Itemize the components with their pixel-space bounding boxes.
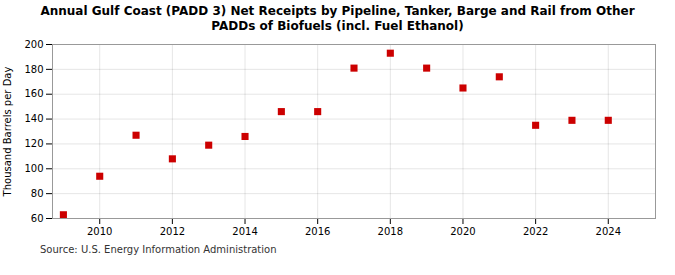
svg-text:200: 200	[24, 39, 43, 50]
svg-text:120: 120	[24, 138, 43, 149]
svg-text:2010: 2010	[87, 226, 112, 237]
svg-text:140: 140	[24, 113, 43, 124]
svg-text:2016: 2016	[305, 226, 330, 237]
html-text:Source: U.S. Energy Informatio: Source: U.S. Energy Information Administ…	[40, 244, 277, 255]
svg-text:2018: 2018	[378, 226, 403, 237]
svg-text:Thousand Barrels per Day: Thousand Barrels per Day	[2, 67, 13, 198]
html-text:Annual Gulf Coast (PADD 3) Net: Annual Gulf Coast (PADD 3) Net Receipts …	[40, 4, 635, 33]
svg-text:180: 180	[24, 64, 43, 75]
svg-text:80: 80	[31, 188, 44, 199]
svg-text:60: 60	[31, 213, 44, 224]
svg-text:160: 160	[24, 88, 43, 99]
svg-text:2020: 2020	[450, 226, 475, 237]
svg-text:2022: 2022	[523, 226, 548, 237]
svg-text:2012: 2012	[160, 226, 185, 237]
svg-text:100: 100	[24, 163, 43, 174]
svg-text:2014: 2014	[232, 226, 257, 237]
svg-text:2024: 2024	[596, 226, 621, 237]
